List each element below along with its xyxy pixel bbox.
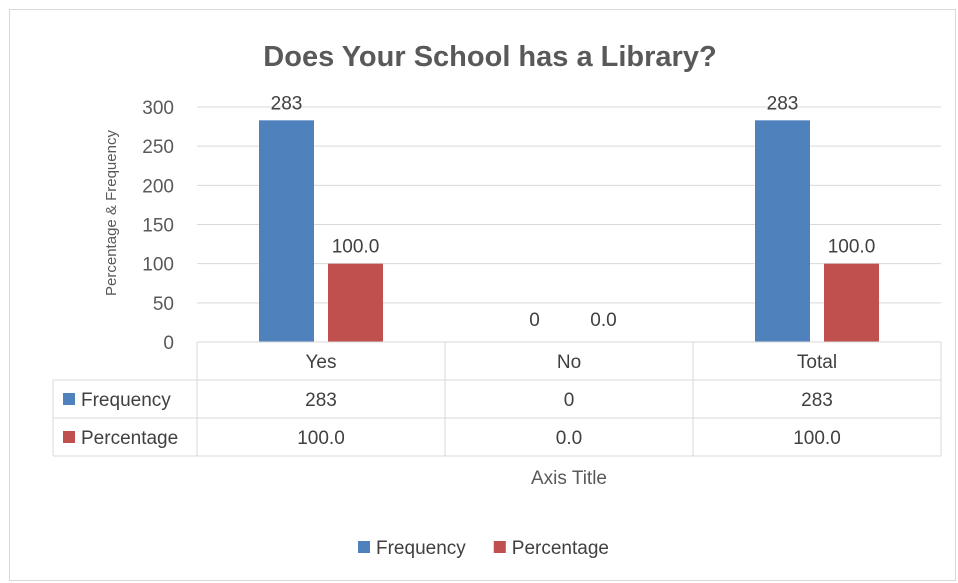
y-tick-label: 100: [142, 255, 174, 276]
table-cell: 0.0: [556, 428, 582, 449]
bar-percentage: [824, 263, 879, 342]
data-label-percentage: 100.0: [828, 237, 876, 258]
table-header-cell: Total: [797, 352, 837, 373]
table-header-cell: Yes: [306, 352, 337, 373]
chart-title: Does Your School has a Library?: [263, 41, 716, 73]
x-axis-title: Axis Title: [531, 468, 607, 489]
table-cell: 100.0: [793, 428, 841, 449]
data-label-frequency: 283: [767, 93, 799, 114]
y-tick-label: 200: [142, 176, 174, 197]
legend: Frequency Percentage: [358, 538, 609, 559]
table-cell: 283: [801, 390, 833, 411]
table-header-cell: No: [557, 352, 581, 373]
y-tick-label: 250: [142, 137, 174, 158]
table-key-frequency: [63, 393, 75, 405]
legend-label-percentage: Percentage: [512, 538, 609, 559]
table-key-percentage: [63, 431, 75, 443]
table-cell: 283: [305, 390, 337, 411]
data-table: Yes No Total Frequency 283 0 283 Percentage 100.…: [52, 341, 942, 457]
y-tick-label: 0: [163, 333, 174, 354]
data-label-percentage: 100.0: [332, 237, 380, 258]
y-tick-label: 300: [142, 98, 174, 119]
y-tick-label: 150: [142, 216, 174, 237]
legend-label-frequency: Frequency: [376, 538, 466, 559]
bar-frequency: [755, 120, 810, 342]
data-label-frequency: 283: [271, 93, 303, 114]
y-tick-label: 50: [153, 294, 174, 315]
table-cell: 100.0: [297, 428, 345, 449]
table-cell: 0: [564, 390, 575, 411]
table-row-label: Frequency: [81, 390, 171, 411]
data-label-percentage: 0.0: [590, 310, 616, 331]
y-axis-title: Percentage & Frequency: [103, 130, 120, 296]
plot-area: 0 50 100 150 200 250 300 283 100.0 0 0.0 283 100.0: [142, 93, 941, 354]
legend-swatch-frequency: [358, 541, 370, 553]
bar-frequency: [259, 120, 314, 342]
legend-swatch-percentage: [493, 541, 506, 553]
data-label-frequency: 0: [529, 310, 540, 331]
table-row-label: Percentage: [81, 428, 178, 449]
bar-percentage: [328, 263, 383, 342]
